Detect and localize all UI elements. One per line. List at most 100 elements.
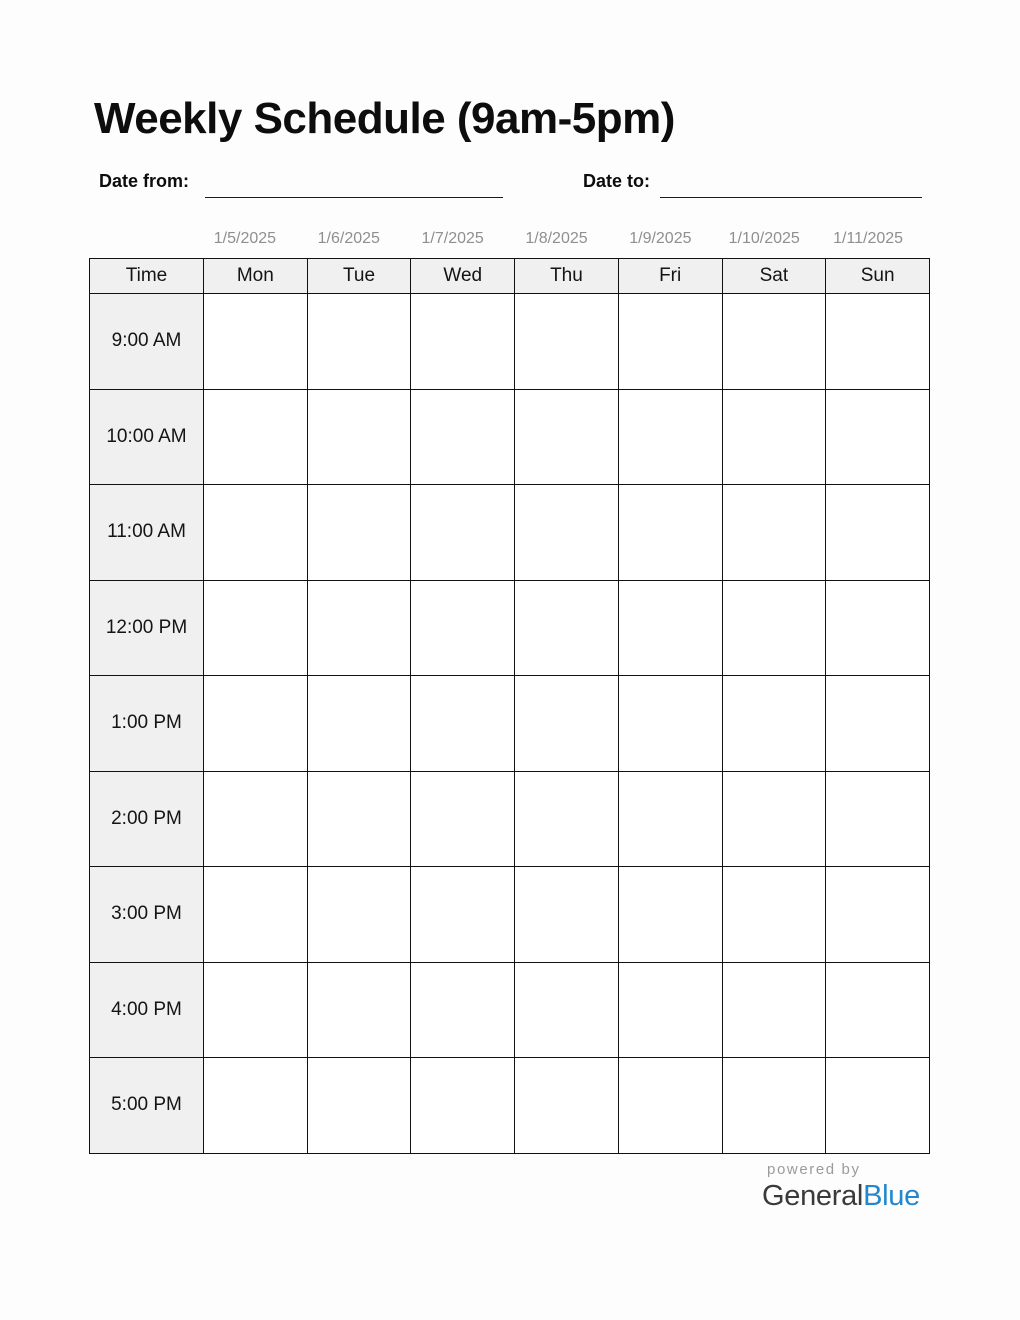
date-to-label: Date to:: [583, 171, 650, 191]
schedule-cell: [514, 961, 619, 1058]
time-row: 3:00 PM: [89, 866, 930, 963]
time-label: 2:00 PM: [89, 770, 204, 867]
schedule-cell: [203, 579, 308, 676]
schedule-cell: [617, 579, 723, 676]
schedule-cell: [410, 675, 516, 772]
schedule-cell: [410, 484, 516, 581]
schedule-cell: [825, 1057, 930, 1154]
schedule-cell: [514, 388, 619, 485]
schedule-cell: [410, 961, 516, 1058]
brand-blue-text: Blue: [863, 1180, 920, 1212]
weekly-schedule-table: Time Mon Tue Wed Thu Fri Sat Sun 9:00 AM…: [89, 258, 930, 1154]
schedule-cell: [306, 1057, 412, 1154]
schedule-cell: [721, 675, 827, 772]
column-header-sun: Sun: [825, 258, 930, 294]
schedule-cell: [410, 388, 516, 485]
schedule-cell: [410, 293, 516, 390]
schedule-cell: [514, 484, 619, 581]
schedule-cell: [306, 675, 412, 772]
schedule-cell: [617, 961, 723, 1058]
schedule-cell: [721, 579, 827, 676]
schedule-cell: [306, 293, 412, 390]
time-label: 5:00 PM: [89, 1057, 204, 1154]
schedule-cell: [514, 579, 619, 676]
time-label: 11:00 AM: [89, 484, 204, 581]
schedule-cell: [203, 1057, 308, 1154]
column-date-wed: 1/7/2025: [421, 230, 484, 247]
schedule-cell: [721, 388, 827, 485]
time-row: 9:00 AM: [89, 293, 930, 390]
dates-row-spacer: [79, 230, 193, 248]
schedule-cell: [825, 770, 930, 867]
time-row: 5:00 PM: [89, 1057, 930, 1154]
column-date-sat: 1/10/2025: [728, 230, 800, 247]
schedule-cell: [721, 293, 827, 390]
schedule-cell: [825, 484, 930, 581]
column-header-mon: Mon: [203, 258, 308, 294]
schedule-cell: [203, 866, 308, 963]
schedule-cell: [825, 961, 930, 1058]
schedule-cell: [825, 293, 930, 390]
header-row: Time Mon Tue Wed Thu Fri Sat Sun: [89, 258, 930, 294]
schedule-cell: [514, 675, 619, 772]
schedule-cell: [617, 388, 723, 485]
schedule-cell: [306, 770, 412, 867]
time-label: 9:00 AM: [89, 293, 204, 390]
schedule-cell: [203, 961, 308, 1058]
time-row: 12:00 PM: [89, 579, 930, 676]
schedule-cell: [203, 293, 308, 390]
schedule-cell: [203, 675, 308, 772]
schedule-cell: [306, 961, 412, 1058]
time-row: 11:00 AM: [89, 484, 930, 581]
schedule-cell: [410, 579, 516, 676]
schedule-cell: [514, 293, 619, 390]
column-date-thu: 1/8/2025: [525, 230, 588, 247]
schedule-cell: [203, 484, 308, 581]
column-header-thu: Thu: [514, 258, 619, 294]
schedule-cell: [617, 484, 723, 581]
column-header-tue: Tue: [306, 258, 412, 294]
schedule-cell: [306, 388, 412, 485]
time-row: 2:00 PM: [89, 770, 930, 867]
column-date-sun: 1/11/2025: [833, 230, 904, 247]
schedule-cell: [203, 770, 308, 867]
schedule-cell: [306, 484, 412, 581]
schedule-cell: [721, 866, 827, 963]
schedule-cell: [617, 675, 723, 772]
column-header-time: Time: [89, 258, 204, 294]
schedule-cell: [514, 770, 619, 867]
time-label: 12:00 PM: [89, 579, 204, 676]
schedule-cell: [306, 866, 412, 963]
date-from-input[interactable]: [205, 179, 503, 198]
schedule-cell: [721, 484, 827, 581]
schedule-cell: [514, 1057, 619, 1154]
schedule-cell: [306, 579, 412, 676]
column-date-fri: 1/9/2025: [629, 230, 692, 247]
date-to-input[interactable]: [660, 179, 922, 198]
time-label: 1:00 PM: [89, 675, 204, 772]
time-label: 10:00 AM: [89, 388, 204, 485]
schedule-cell: [721, 770, 827, 867]
schedule-cell: [825, 675, 930, 772]
date-from-label: Date from:: [99, 171, 190, 191]
time-label: 4:00 PM: [89, 961, 204, 1058]
schedule-cell: [410, 866, 516, 963]
generalblue-logo: GeneralBlue: [762, 1180, 920, 1213]
page-title: Weekly Schedule (9am-5pm): [94, 94, 675, 143]
schedule-cell: [825, 388, 930, 485]
schedule-cell: [617, 866, 723, 963]
column-header-sat: Sat: [721, 258, 827, 294]
schedule-cell: [203, 388, 308, 485]
schedule-cell: [721, 961, 827, 1058]
column-date-tue: 1/6/2025: [317, 230, 380, 247]
column-dates-row: 1/5/2025 1/6/2025 1/7/2025 1/8/2025 1/9/…: [79, 230, 920, 248]
column-header-wed: Wed: [410, 258, 516, 294]
schedule-cell: [514, 866, 619, 963]
schedule-cell: [825, 579, 930, 676]
column-header-fri: Fri: [617, 258, 723, 294]
time-row: 10:00 AM: [89, 388, 930, 485]
time-row: 1:00 PM: [89, 675, 930, 772]
time-row: 4:00 PM: [89, 961, 930, 1058]
schedule-cell: [617, 293, 723, 390]
